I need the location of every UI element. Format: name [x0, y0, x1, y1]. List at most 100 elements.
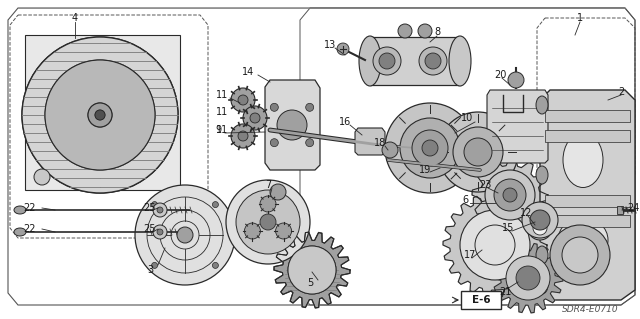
Circle shape — [226, 180, 310, 264]
Circle shape — [486, 171, 534, 219]
Circle shape — [153, 203, 167, 217]
Text: 24: 24 — [627, 203, 639, 213]
Text: 5: 5 — [307, 278, 313, 288]
Circle shape — [270, 184, 286, 200]
Circle shape — [495, 180, 525, 210]
Circle shape — [475, 225, 515, 265]
Circle shape — [152, 202, 157, 208]
Circle shape — [550, 225, 610, 285]
FancyBboxPatch shape — [461, 291, 501, 309]
Circle shape — [152, 263, 157, 268]
Text: 11: 11 — [216, 107, 228, 117]
Circle shape — [212, 202, 218, 208]
Circle shape — [382, 142, 398, 158]
Ellipse shape — [14, 206, 26, 214]
Polygon shape — [265, 80, 320, 170]
Circle shape — [533, 221, 547, 235]
Circle shape — [398, 24, 412, 38]
Circle shape — [277, 110, 307, 140]
Text: 11: 11 — [216, 125, 228, 135]
Text: 20: 20 — [494, 70, 506, 80]
Circle shape — [379, 53, 395, 69]
Circle shape — [231, 124, 255, 148]
Text: 25: 25 — [144, 224, 156, 234]
Circle shape — [153, 225, 167, 239]
Polygon shape — [472, 157, 548, 233]
Text: 22: 22 — [24, 224, 36, 234]
Circle shape — [135, 185, 235, 285]
Ellipse shape — [536, 276, 548, 294]
Text: 23: 23 — [479, 180, 491, 190]
Text: 13: 13 — [324, 40, 336, 50]
Circle shape — [528, 216, 552, 240]
Circle shape — [276, 223, 292, 239]
Circle shape — [270, 139, 278, 147]
Text: E-6: E-6 — [472, 295, 490, 305]
Text: 3: 3 — [147, 265, 153, 275]
Circle shape — [425, 53, 441, 69]
Circle shape — [95, 110, 105, 120]
Circle shape — [88, 103, 112, 127]
Text: 18: 18 — [374, 138, 386, 148]
Bar — [25, 35, 180, 190]
Circle shape — [88, 103, 112, 127]
Ellipse shape — [563, 132, 603, 188]
Circle shape — [419, 47, 447, 75]
Text: 10: 10 — [461, 113, 473, 123]
Circle shape — [306, 139, 314, 147]
Circle shape — [562, 237, 598, 273]
Polygon shape — [274, 232, 350, 308]
Bar — [545, 195, 630, 207]
Polygon shape — [540, 90, 635, 300]
Ellipse shape — [536, 96, 548, 114]
Text: SDR4-E0710: SDR4-E0710 — [562, 306, 618, 315]
Text: 19: 19 — [419, 165, 431, 175]
Circle shape — [34, 169, 50, 185]
Text: 12: 12 — [520, 208, 532, 218]
Circle shape — [22, 37, 178, 193]
Circle shape — [157, 207, 163, 213]
Ellipse shape — [14, 228, 26, 236]
Circle shape — [373, 47, 401, 75]
Circle shape — [494, 179, 526, 211]
Circle shape — [157, 229, 163, 235]
Circle shape — [412, 130, 448, 166]
Ellipse shape — [558, 218, 608, 263]
Polygon shape — [493, 243, 563, 313]
Text: 2: 2 — [618, 87, 624, 97]
Circle shape — [177, 227, 193, 243]
Text: 11: 11 — [216, 90, 228, 100]
Circle shape — [464, 138, 492, 166]
Circle shape — [337, 43, 349, 55]
Circle shape — [503, 188, 517, 202]
Circle shape — [238, 131, 248, 141]
Ellipse shape — [359, 36, 381, 86]
Circle shape — [288, 246, 336, 294]
Circle shape — [422, 140, 438, 156]
Circle shape — [45, 60, 155, 170]
Circle shape — [460, 210, 530, 280]
Circle shape — [95, 110, 105, 120]
Ellipse shape — [536, 246, 548, 264]
Bar — [617, 206, 623, 214]
Circle shape — [244, 223, 260, 239]
Circle shape — [385, 103, 475, 193]
Circle shape — [508, 72, 524, 88]
Polygon shape — [487, 90, 548, 163]
Text: 17: 17 — [464, 250, 476, 260]
Bar — [545, 110, 630, 122]
Text: 1: 1 — [577, 13, 583, 23]
Circle shape — [260, 214, 276, 230]
Circle shape — [270, 103, 278, 111]
Circle shape — [418, 24, 432, 38]
Circle shape — [238, 95, 248, 105]
Circle shape — [516, 266, 540, 290]
Text: 7: 7 — [265, 180, 271, 190]
Circle shape — [231, 88, 255, 112]
Circle shape — [438, 112, 518, 192]
Circle shape — [400, 118, 460, 178]
Polygon shape — [443, 193, 547, 297]
Circle shape — [236, 190, 300, 254]
Polygon shape — [274, 232, 350, 308]
Text: 22: 22 — [24, 203, 36, 213]
